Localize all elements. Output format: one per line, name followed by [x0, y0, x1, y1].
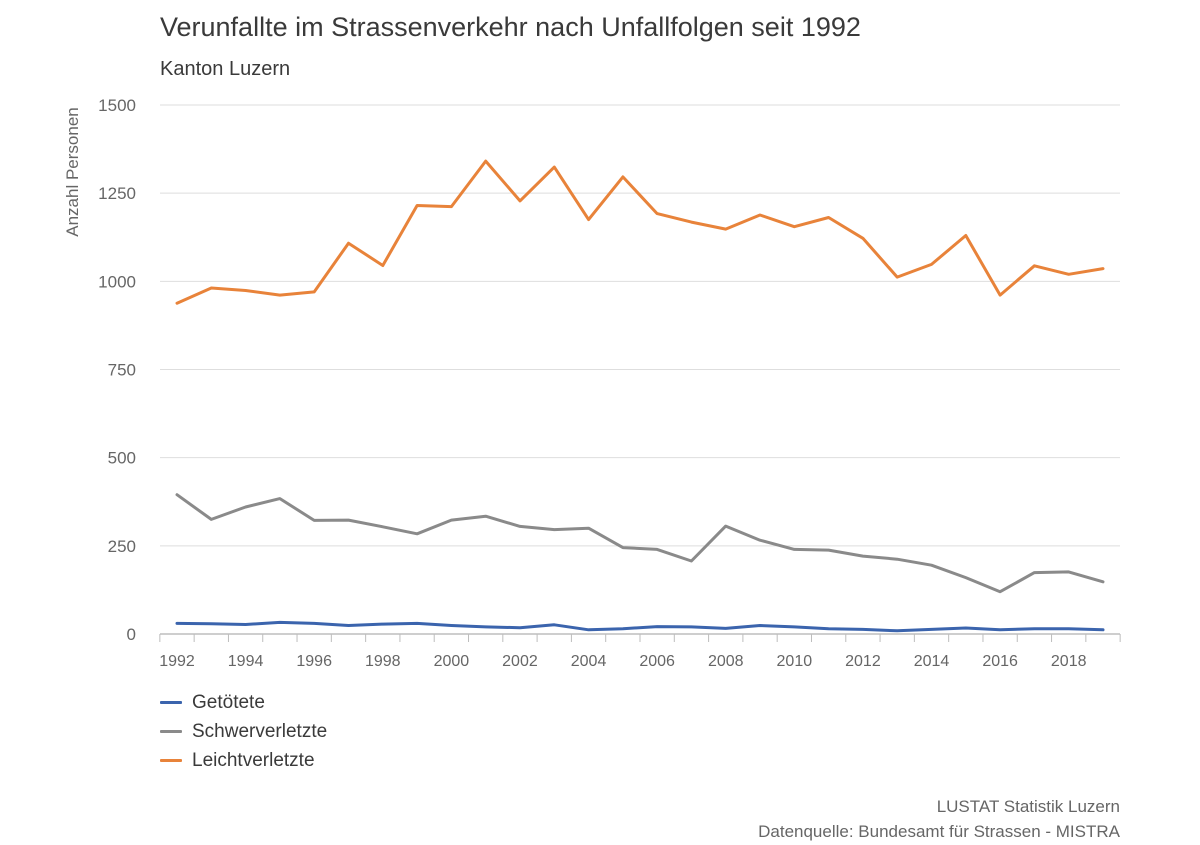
- y-tick-label: 750: [108, 361, 136, 380]
- x-tick-label: 2018: [1051, 653, 1087, 670]
- legend: Getötete Schwerverletzte Leichtverletzte: [160, 688, 327, 775]
- source-note: LUSTAT Statistik Luzern Datenquelle: Bun…: [758, 794, 1120, 844]
- y-tick-label: 0: [127, 625, 136, 644]
- x-tick-label: 1998: [365, 653, 401, 670]
- legend-item-getoetete: Getötete: [160, 688, 327, 717]
- legend-item-leichtverletzte: Leichtverletzte: [160, 746, 327, 775]
- legend-swatch-leichtverletzte: [160, 759, 182, 762]
- x-tick-label: 2010: [777, 653, 813, 670]
- legend-item-schwerverletzte: Schwerverletzte: [160, 717, 327, 746]
- y-tick-label: 1500: [98, 96, 136, 115]
- y-axis-label: Anzahl Personen: [63, 107, 82, 236]
- x-tick-label: 2012: [845, 653, 881, 670]
- x-tick-label: 1996: [296, 653, 332, 670]
- x-tick-label: 2002: [502, 653, 538, 670]
- y-tick-label: 500: [108, 449, 136, 468]
- legend-swatch-schwerverletzte: [160, 730, 182, 733]
- legend-label-leichtverletzte: Leichtverletzte: [192, 749, 315, 771]
- legend-label-getoetete: Getötete: [192, 691, 265, 713]
- chart-subtitle: Kanton Luzern: [160, 58, 291, 80]
- x-tick-label: 1994: [228, 653, 264, 670]
- y-tick-label: 1000: [98, 272, 136, 291]
- x-tick-label: 2008: [708, 653, 744, 670]
- x-tick-label: 1992: [159, 653, 195, 670]
- series-line-1: [175, 620, 1105, 633]
- x-tick-label: 2004: [571, 653, 607, 670]
- source-line-1: LUSTAT Statistik Luzern: [936, 797, 1120, 816]
- legend-label-schwerverletzte: Schwerverletzte: [192, 720, 328, 742]
- x-tick-label: 2000: [434, 653, 470, 670]
- series-line-3: [175, 159, 1105, 305]
- source-line-2: Datenquelle: Bundesamt für Strassen - MI…: [758, 822, 1120, 841]
- x-tick-label: 2006: [639, 653, 675, 670]
- series-line-2: [175, 493, 1105, 594]
- x-tick-label: 2014: [914, 653, 950, 670]
- x-tick-label: 2016: [982, 653, 1018, 670]
- y-tick-label: 250: [108, 537, 136, 556]
- legend-swatch-getoetete: [160, 701, 182, 704]
- chart-title: Verunfallte im Strassenverkehr nach Unfa…: [160, 12, 861, 42]
- y-tick-label: 1250: [98, 184, 136, 203]
